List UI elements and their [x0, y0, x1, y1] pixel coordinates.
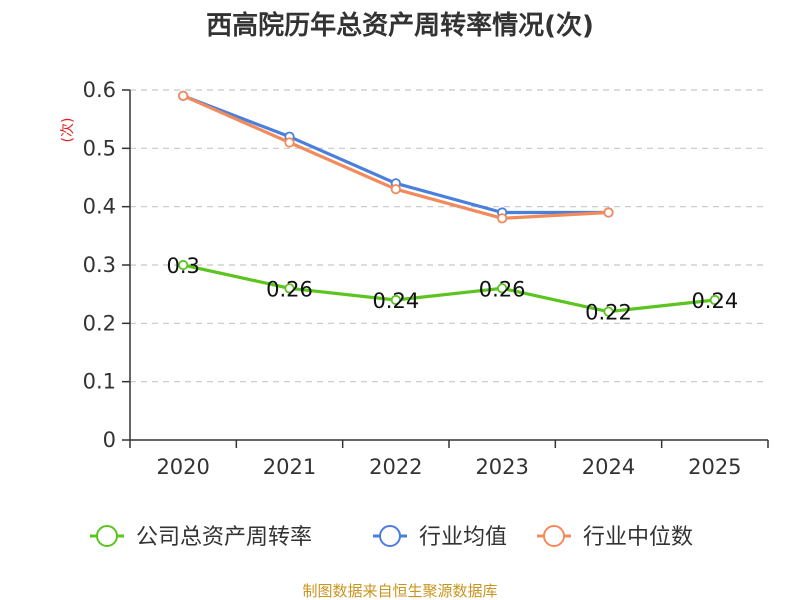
series-line [182, 94, 609, 215]
series-1 [178, 259, 720, 317]
data-label: 0.26 [266, 277, 313, 301]
data-point [284, 283, 295, 294]
legend-label: 公司总资产周转率 [136, 525, 312, 550]
x-tick-label: 2023 [475, 455, 528, 479]
y-axis-label: (次) [60, 118, 76, 143]
y-tick-label: 0.2 [83, 311, 116, 335]
chart-title: 西高院历年总资产周转率情况(次) [206, 10, 594, 41]
legend-marker [543, 525, 565, 547]
grid-lines [130, 89, 768, 383]
data-label: 0.26 [479, 277, 526, 301]
y-tick-label: 0.3 [83, 253, 116, 277]
x-tick-label: 2021 [263, 455, 316, 479]
y-tick-label: 0.6 [83, 78, 116, 102]
x-tick-label: 2025 [688, 455, 741, 479]
source-note: 制图数据来自恒生聚源数据库 [302, 582, 497, 600]
data-point [603, 207, 614, 218]
y-tick-label: 0.1 [83, 370, 116, 394]
data-label: 0.24 [372, 289, 419, 313]
legend-item-3[interactable]: 行业中位数 [537, 525, 693, 550]
data-label: 0.22 [585, 301, 632, 325]
data-point [390, 294, 401, 306]
data-point [178, 90, 189, 101]
legend-item-1[interactable]: 公司总资产周转率 [90, 525, 312, 550]
x-tick-label: 2022 [369, 455, 422, 479]
data-point [390, 184, 401, 195]
series-2 [178, 90, 614, 218]
data-point [497, 283, 508, 294]
legend-label: 行业中位数 [583, 525, 693, 550]
series-layer [178, 90, 720, 317]
y-ticks: 0 0.1 0.2 0.3 0.4 0.5 0.6 [83, 78, 130, 452]
y-tick-label: 0.5 [83, 136, 116, 160]
y-tick-label: 0.4 [83, 195, 116, 219]
legend-label: 行业均值 [419, 525, 507, 550]
data-labels: 0.3 0.26 0.24 0.26 0.22 0.24 [166, 254, 738, 325]
x-ticks: 2020 2021 2022 2023 2024 2025 [129, 440, 769, 479]
legend[interactable]: 公司总资产周转率 行业均值 行业中位数 [90, 525, 693, 550]
data-point [709, 294, 720, 306]
data-label: 0.3 [166, 254, 199, 278]
x-tick-label: 2024 [582, 455, 635, 479]
data-label: 0.24 [691, 289, 738, 313]
data-point [178, 259, 189, 271]
data-point [497, 213, 508, 224]
x-tick-label: 2020 [156, 455, 209, 479]
legend-marker [379, 525, 401, 547]
series-3 [178, 90, 614, 224]
data-point [603, 306, 614, 317]
series-line [182, 94, 609, 220]
series-line [182, 263, 716, 314]
legend-item-2[interactable]: 行业均值 [373, 525, 507, 550]
y-tick-label: 0 [103, 428, 116, 452]
legend-marker [96, 525, 118, 547]
data-point [284, 137, 295, 148]
